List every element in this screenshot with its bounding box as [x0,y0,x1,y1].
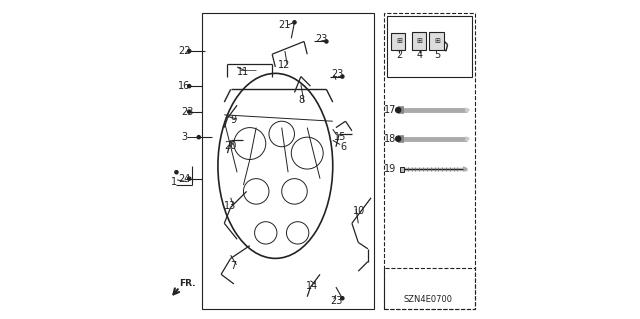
Text: ⊞: ⊞ [434,38,440,44]
Circle shape [188,85,191,88]
Text: 9: 9 [231,115,237,125]
Text: 6: 6 [340,142,346,152]
Circle shape [293,21,296,24]
Text: 2: 2 [396,50,402,60]
Text: 11: 11 [237,67,249,77]
Text: 20: 20 [224,141,236,151]
FancyBboxPatch shape [391,33,405,50]
Circle shape [324,40,328,43]
Text: 13: 13 [224,201,236,211]
Bar [384,268,475,309]
Text: 4: 4 [417,50,422,60]
Text: 3: 3 [181,132,188,142]
Text: FR.: FR. [179,279,195,288]
Text: 19: 19 [384,164,396,174]
Text: 5: 5 [434,50,440,60]
Text: 12: 12 [278,60,291,70]
Text: 8: 8 [298,95,305,106]
Bar [202,13,374,309]
Bar [400,167,404,172]
Text: 7: 7 [230,261,236,271]
Text: SZN4E0700: SZN4E0700 [404,295,453,304]
Text: 21: 21 [279,20,291,30]
Circle shape [396,136,401,141]
Text: 1: 1 [171,177,177,187]
Text: 23: 23 [316,34,328,44]
Text: 10: 10 [353,205,365,216]
Circle shape [197,136,200,139]
FancyBboxPatch shape [412,32,426,50]
Circle shape [188,49,191,53]
Text: 23: 23 [331,296,343,307]
Text: 15: 15 [333,131,346,142]
FancyBboxPatch shape [429,32,444,50]
Bar [384,13,475,309]
Circle shape [175,171,178,174]
Text: 24: 24 [178,174,191,184]
Circle shape [188,110,191,113]
Text: 23: 23 [332,69,344,79]
Text: ⊞: ⊞ [396,39,402,44]
Bar [387,16,472,77]
Text: 23: 23 [181,107,194,117]
Text: 14: 14 [306,280,319,291]
Text: 18: 18 [384,134,396,144]
Text: 17: 17 [384,105,396,115]
Text: 16: 16 [179,81,191,91]
Circle shape [340,297,344,300]
Circle shape [188,177,191,180]
Circle shape [340,75,344,78]
Circle shape [396,108,401,113]
Text: ⊞: ⊞ [417,38,422,44]
Text: 22: 22 [178,46,191,56]
